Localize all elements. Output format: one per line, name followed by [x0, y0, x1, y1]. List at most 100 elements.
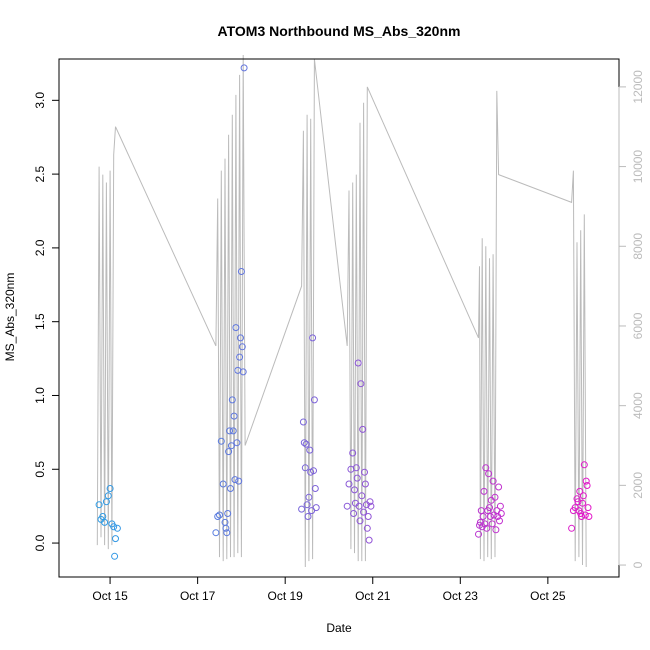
x-axis: Oct 15 Oct 17 Oct 19 Oct 21 Oct 23 Oct 25 [92, 576, 566, 603]
data-point [227, 485, 234, 492]
data-point [214, 513, 222, 520]
data-point [236, 353, 244, 361]
data-point [354, 359, 362, 367]
plot-frame [58, 58, 620, 578]
data-point [231, 476, 239, 484]
data-point [305, 493, 313, 501]
data-point [235, 477, 243, 485]
data-point [485, 470, 493, 478]
data-point [222, 524, 230, 532]
data-point [350, 510, 358, 517]
data-point [352, 464, 360, 472]
data-point [104, 492, 112, 500]
x-tick-label: Oct 15 [92, 589, 128, 603]
data-point [364, 513, 372, 520]
data-point [358, 492, 366, 500]
data-point [363, 524, 371, 532]
data-point [300, 439, 308, 447]
data-point [237, 334, 244, 342]
data-point [583, 482, 591, 489]
data-point [366, 498, 374, 506]
data-point [353, 474, 361, 482]
data-point [357, 380, 365, 388]
data-point [310, 467, 317, 475]
data-point [489, 477, 497, 485]
y-right-tick-label: 4000 [631, 392, 645, 419]
data-point [482, 464, 490, 472]
y-tick-label: 1.0 [33, 387, 47, 404]
data-point [359, 425, 367, 433]
data-point [310, 396, 318, 404]
data-point [568, 524, 576, 532]
data-point [578, 513, 586, 520]
y-tick-label: 0.0 [33, 534, 47, 551]
data-point [113, 524, 121, 532]
data-point [356, 517, 364, 525]
data-point [480, 487, 488, 495]
data-point [225, 448, 233, 456]
data-point [476, 518, 484, 526]
data-point [365, 536, 373, 544]
y-right-tick-label: 2000 [631, 472, 645, 499]
y-axis-left: 0.0 0.5 1.0 1.5 2.0 2.5 3.0 [33, 92, 60, 551]
data-point [361, 468, 368, 476]
x-tick-label: Oct 19 [268, 589, 304, 603]
data-point [95, 501, 103, 509]
data-point [495, 483, 503, 491]
data-point [351, 486, 358, 494]
data-point [229, 427, 237, 435]
data-point [582, 477, 590, 485]
y-right-tick-label: 10000 [631, 150, 645, 184]
secondary-line-layer [96, 54, 587, 568]
y-tick-label: 0.5 [33, 461, 47, 478]
data-point [224, 510, 232, 517]
data-point [212, 529, 220, 537]
data-point [488, 520, 496, 528]
data-point [349, 449, 357, 457]
data-point [576, 487, 584, 495]
x-tick-label: Oct 25 [530, 589, 566, 603]
data-point [111, 552, 119, 560]
y-tick-label: 2.0 [33, 239, 47, 256]
data-point [486, 504, 493, 512]
data-point [492, 526, 500, 534]
y-right-tick-label: 0 [631, 561, 645, 568]
data-point [491, 493, 499, 501]
y-right-tick-label: 6000 [631, 312, 645, 339]
x-tick-label: Oct 21 [355, 589, 391, 603]
data-point [306, 446, 314, 454]
data-point [481, 520, 489, 528]
data-point [360, 508, 368, 516]
data-point [302, 440, 310, 448]
x-axis-label: Date [326, 621, 352, 635]
data-point [298, 505, 306, 513]
data-point [216, 511, 223, 519]
data-point [311, 485, 319, 492]
y-axis-label: MS_Abs_320nm [3, 273, 17, 362]
x-tick-label: Oct 23 [443, 589, 479, 603]
data-point [238, 343, 246, 351]
data-point [110, 523, 118, 531]
data-point [367, 502, 375, 510]
x-tick-label: Oct 17 [180, 589, 216, 603]
data-point [223, 529, 231, 537]
data-point [240, 64, 248, 72]
data-point [101, 518, 109, 526]
data-point [345, 480, 353, 488]
y-right-tick-label: 12000 [631, 70, 645, 104]
data-point [574, 498, 582, 506]
points-layer [95, 64, 593, 560]
data-point [486, 513, 494, 520]
y-tick-label: 1.5 [33, 313, 47, 330]
data-point [585, 513, 593, 520]
data-point [475, 530, 482, 538]
data-point [483, 524, 491, 532]
y-tick-label: 3.0 [33, 92, 47, 109]
y-tick-label: 2.5 [33, 165, 47, 182]
data-point [106, 485, 114, 492]
data-point [343, 502, 351, 510]
data-point [233, 439, 241, 447]
data-point [312, 504, 320, 512]
y-right-tick-label: 8000 [631, 233, 645, 260]
